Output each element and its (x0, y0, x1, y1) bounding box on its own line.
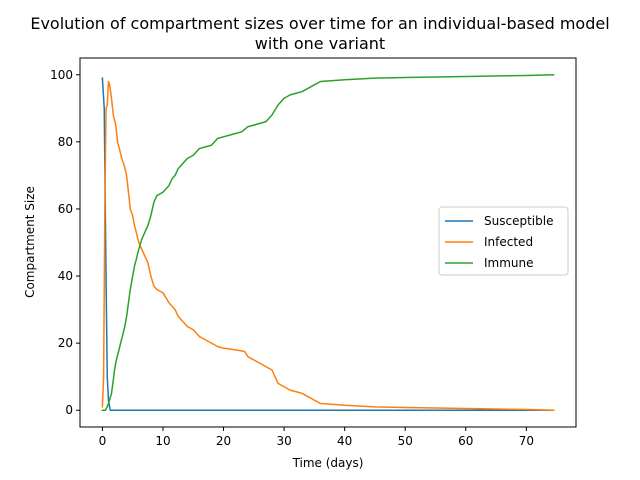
plot-frame (79, 57, 577, 428)
y-axis-label: Compartment Size (23, 186, 37, 298)
x-axis-ticks: 0 10 20 30 40 50 60 70 (99, 427, 534, 448)
x-tick-label: 70 (519, 434, 534, 448)
legend: Susceptible Infected Immune (438, 206, 569, 276)
y-tick-label: 40 (58, 269, 73, 283)
x-tick-label: 40 (337, 434, 352, 448)
legend-label-immune: Immune (484, 256, 534, 270)
series-layer (101, 74, 555, 411)
legend-box (438, 206, 569, 276)
x-tick-label: 50 (398, 434, 413, 448)
chart-title-line-2: with one variant (255, 34, 385, 53)
series-line-immune (101, 74, 555, 411)
x-tick-label: 30 (276, 434, 291, 448)
y-tick-label: 60 (58, 202, 73, 216)
y-tick-label: 100 (50, 68, 73, 82)
x-axis-label: Time (days) (292, 456, 364, 470)
legend-label-infected: Infected (484, 235, 533, 249)
x-tick-label: 0 (99, 434, 107, 448)
x-tick-label: 20 (216, 434, 231, 448)
y-tick-label: 80 (58, 135, 73, 149)
y-tick-label: 0 (65, 403, 73, 417)
y-axis-ticks: 0 20 40 60 80 100 (50, 68, 80, 417)
x-tick-label: 60 (458, 434, 473, 448)
x-tick-label: 10 (155, 434, 170, 448)
series-line-infected (101, 80, 555, 411)
chart-title-line-1: Evolution of compartment sizes over time… (30, 14, 609, 33)
y-tick-label: 20 (58, 336, 73, 350)
legend-label-susceptible: Susceptible (484, 214, 553, 228)
series-line-susceptible (101, 77, 555, 411)
